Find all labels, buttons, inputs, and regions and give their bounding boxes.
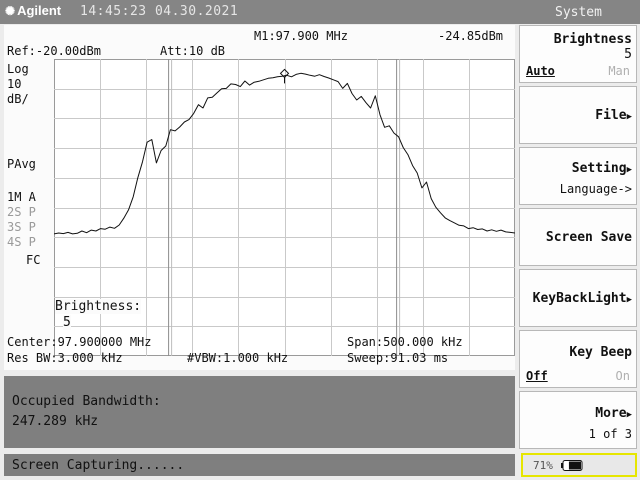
softkey-setting-label: Setting (571, 161, 627, 176)
battery-fill-level (568, 461, 581, 470)
brightness-auto-option[interactable]: Auto (526, 64, 555, 78)
softkey-keybacklight[interactable]: KeyBackLight▶ (519, 269, 637, 327)
softkey-more[interactable]: More▶ 1 of 3 (519, 391, 637, 449)
brand-text: Agilent (17, 3, 62, 18)
brightness-overlay-value: 5 (63, 315, 71, 330)
reference-level: Ref:-20.00dBm (7, 44, 101, 58)
span: Span:500.000 kHz (347, 335, 463, 349)
status-bar: Screen Capturing...... (4, 454, 515, 476)
softkey-screen-save-label: Screen Save (545, 230, 632, 245)
trace-2-status: 2S P (7, 205, 36, 219)
battery-indicator: 71% (521, 453, 637, 477)
result-value: 247.289 kHz (12, 414, 99, 429)
softkey-language-label: Language-> (559, 182, 632, 196)
softkey-page-indicator: 1 of 3 (588, 427, 632, 441)
softkey-keybacklight-label: KeyBackLight (532, 291, 627, 306)
battery-icon (561, 460, 583, 471)
menu-title: System (555, 5, 602, 20)
key-beep-off-option[interactable]: Off (526, 369, 548, 383)
softkey-key-beep-label: Key Beep (569, 345, 632, 360)
submenu-arrow-icon: ▶ (626, 112, 632, 122)
marker-readout: M1:97.900 MHz (254, 29, 348, 43)
softkey-brightness-value: 5 (624, 47, 632, 62)
key-beep-on-option[interactable]: On (615, 369, 630, 383)
measurement-result-panel: Occupied Bandwidth: 247.289 kHz (4, 376, 515, 448)
title-bar: ✺ Agilent 14:45:23 04.30.2021 System (0, 0, 640, 24)
softkey-screen-save[interactable]: Screen Save (519, 208, 637, 266)
sweep-time: Sweep:91.03 ms (347, 351, 449, 365)
softkey-file[interactable]: File▶ (519, 86, 637, 144)
coupling-indicator: FC (26, 253, 41, 267)
spark-icon: ✺ (5, 4, 16, 18)
softkey-brightness-label: Brightness (553, 32, 632, 47)
agilent-logo: ✺ Agilent (5, 3, 61, 18)
resolution-bandwidth: Res BW:3.000 kHz (7, 351, 123, 365)
clock-datetime: 14:45:23 04.30.2021 (80, 4, 239, 19)
softkey-key-beep[interactable]: Key Beep Off On (519, 330, 637, 388)
spectrum-display: M1:97.900 MHz -24.85dBm Ref:-20.00dBm At… (4, 25, 515, 370)
status-message: Screen Capturing...... (12, 458, 185, 473)
trace-4-status: 4S P (7, 235, 36, 249)
softkey-file-label: File (595, 108, 627, 123)
softkey-more-label: More (595, 406, 627, 421)
trace-1-status: 1M A (7, 190, 36, 204)
brightness-man-option[interactable]: Man (608, 64, 630, 78)
softkey-setting[interactable]: Setting▶ Language-> (519, 147, 637, 205)
battery-percent: 71% (533, 459, 553, 472)
scale-unit: dB/ (7, 92, 29, 106)
detector-mode: PAvg (7, 157, 36, 171)
scale-value: 10 (7, 77, 22, 91)
center-frequency: Center:97.900000 MHz (7, 335, 152, 349)
video-bandwidth: #VBW:1.000 kHz (187, 351, 289, 365)
brightness-overlay-label: Brightness: (55, 299, 142, 314)
trace-3-status: 3S P (7, 220, 36, 234)
submenu-arrow-icon: ▶ (626, 410, 632, 420)
submenu-arrow-icon: ▶ (626, 165, 632, 175)
submenu-arrow-icon: ▶ (626, 295, 632, 305)
scale-type: Log (7, 62, 29, 76)
softkey-brightness[interactable]: Brightness 5 Auto Man (519, 25, 637, 83)
attenuation: Att:10 dB (160, 44, 226, 58)
spectrum-trace (54, 72, 515, 235)
marker-amplitude: -24.85dBm (438, 29, 504, 43)
result-label: Occupied Bandwidth: (12, 394, 161, 409)
